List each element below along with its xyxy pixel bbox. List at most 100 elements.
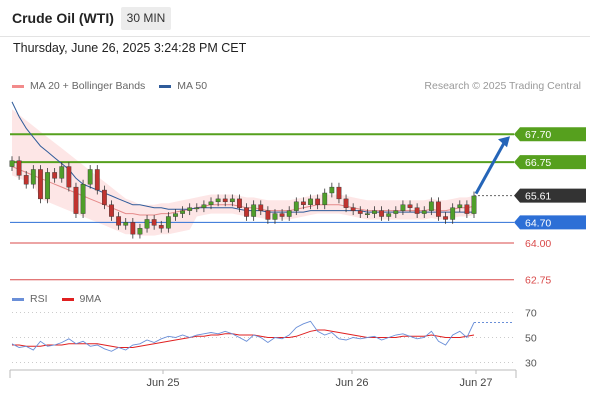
rsi-tick-label: 30 (525, 358, 537, 370)
level-tag-0-box (514, 127, 586, 142)
candle-body (116, 216, 122, 226)
candle-body (336, 186, 342, 200)
candle-body (350, 207, 356, 211)
candle-body (38, 169, 43, 200)
candle-body (45, 172, 50, 200)
rsi-tick-label: 70 (525, 308, 537, 320)
candle-body (215, 198, 221, 203)
candle-body (272, 213, 278, 220)
candle-body (165, 216, 171, 229)
candle-body (59, 166, 65, 179)
candle-body (393, 210, 399, 214)
candle-body (80, 183, 86, 214)
level-tag-3-box (514, 215, 586, 230)
rsi-tick-label: 50 (525, 333, 537, 345)
level-tag-3-label: 64.70 (525, 217, 551, 229)
candle-body (372, 210, 377, 214)
x-tick-label: Jun 27 (459, 377, 492, 389)
projection-arrow-shaft (474, 140, 507, 195)
candle-body (144, 219, 150, 229)
candle-body (343, 198, 349, 208)
candle-body (151, 219, 157, 226)
candle-body (357, 210, 363, 214)
candle-body (201, 204, 207, 208)
candle-body (187, 207, 193, 211)
candle-body (443, 216, 448, 220)
candle-body (130, 222, 136, 235)
candle-body (464, 204, 470, 214)
candle-body (279, 213, 285, 217)
candle-body (308, 198, 313, 205)
x-tick-label: Jun 25 (146, 377, 179, 389)
x-tick-label: Jun 26 (335, 377, 368, 389)
price-tag-box (514, 188, 586, 203)
candle-body (109, 204, 114, 217)
candle-body (379, 210, 384, 217)
legend-swatch-ma20 (12, 84, 24, 88)
candle-body (322, 192, 328, 205)
candle-body (407, 204, 413, 208)
level-tag-1-box (514, 155, 586, 170)
candle-body (180, 210, 185, 214)
candle-body (450, 207, 456, 220)
candle-body (258, 204, 264, 211)
main-legend: MA 20 + Bollinger Bands MA 50 (12, 80, 221, 92)
projection-arrowhead (498, 136, 510, 148)
rsi-line (11, 320, 475, 352)
candle-body (229, 198, 235, 203)
legend-label-rsi: RSI (30, 293, 48, 305)
bollinger-band (12, 109, 474, 236)
legend-item-ma20: MA 20 + Bollinger Bands (12, 80, 145, 92)
legend-label-ma20: MA 20 + Bollinger Bands (30, 80, 146, 92)
candle-body (428, 201, 434, 211)
chart-header: Crude Oil (WTI) 30 MIN (0, 0, 590, 37)
candle-body (286, 210, 292, 217)
legend-item-9ma: 9MA (61, 293, 102, 305)
legend-swatch-rsi (12, 297, 24, 301)
candle-body (73, 186, 79, 214)
price-tag-label: 65.61 (525, 191, 551, 203)
rsi-legend: RSI 9MA (12, 293, 115, 305)
copyright-note: Research © 2025 Trading Central (424, 80, 581, 92)
candle-body (9, 160, 15, 167)
candle-body (457, 204, 463, 208)
rsi-ma9-line (12, 329, 475, 348)
candle-body (173, 213, 178, 217)
candle-body (386, 213, 392, 217)
candle-body (94, 169, 100, 191)
candle-body (471, 195, 477, 214)
candle-body (364, 213, 370, 215)
candle-body (414, 207, 420, 214)
candle-body (123, 222, 129, 226)
level-tag-1-label: 66.75 (525, 157, 551, 169)
candle-body (301, 201, 306, 205)
level-tag-4-label: 64.00 (525, 238, 551, 250)
candle-body (400, 204, 406, 211)
candle-body (265, 210, 271, 220)
candle-body (158, 225, 164, 229)
timeframe-badge[interactable]: 30 MIN (121, 7, 171, 30)
candle-body (66, 166, 72, 188)
candle-body (87, 169, 93, 185)
candle-body (436, 201, 441, 217)
candle-body (208, 201, 214, 205)
legend-label-9ma: 9MA (79, 293, 102, 305)
chart-timestamp: Thursday, June 26, 2025 3:24:28 PM CET (13, 41, 247, 55)
legend-item-rsi: RSI (12, 293, 48, 305)
candle-body (293, 201, 299, 211)
candle-body (52, 172, 58, 179)
candle-body (251, 204, 257, 217)
candle-body (421, 210, 427, 214)
candle-body (23, 175, 29, 185)
legend-item-ma50: MA 50 (159, 80, 207, 92)
legend-swatch-9ma (61, 297, 74, 301)
candle-body (137, 228, 143, 235)
instrument-title: Crude Oil (WTI) (12, 10, 114, 26)
candle-body (244, 207, 249, 217)
level-tag-5-label: 62.75 (525, 275, 551, 287)
candle-body (16, 160, 22, 176)
candle-body (30, 169, 36, 185)
candle-body (222, 198, 228, 203)
candle-body (329, 186, 335, 194)
